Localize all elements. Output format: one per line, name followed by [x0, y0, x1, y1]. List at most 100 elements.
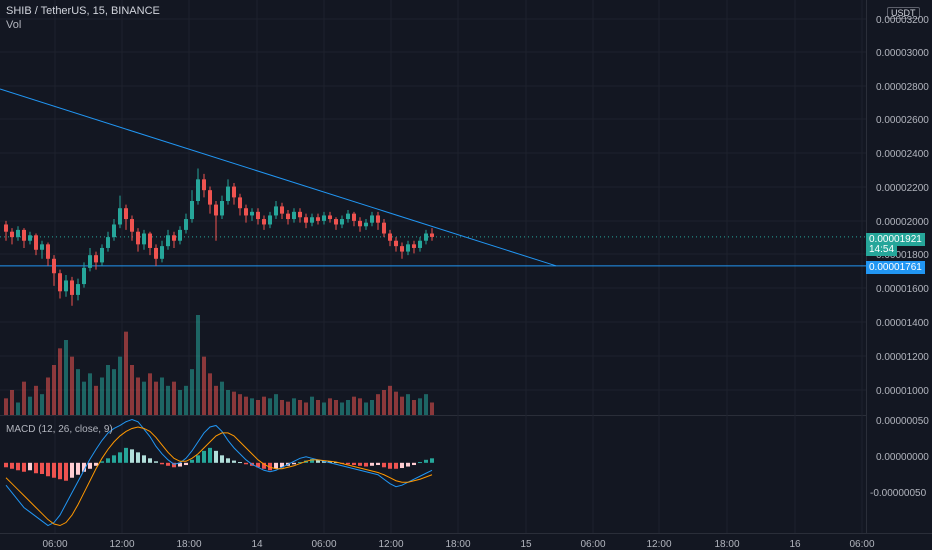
descending-trendline — [0, 88, 557, 267]
candle — [352, 213, 356, 221]
volume-bar — [76, 369, 80, 415]
price-axis-label: 0.00002000 — [876, 217, 929, 228]
volume-bar — [4, 398, 8, 415]
volume-bar — [262, 396, 266, 415]
volume-bar — [34, 385, 38, 415]
candle — [148, 233, 152, 248]
candle — [328, 215, 332, 220]
macd-histogram-bar — [52, 462, 56, 478]
candle — [58, 273, 62, 292]
volume-bar — [118, 356, 122, 415]
macd-histogram-bar — [46, 462, 50, 477]
time-axis-label: 06:00 — [311, 539, 337, 550]
candle — [418, 240, 422, 248]
volume-bar — [130, 365, 134, 415]
price-axis-label: 0.00001800 — [876, 250, 929, 261]
macd-histogram-bar — [430, 458, 434, 463]
macd-histogram-bar — [382, 462, 386, 468]
macd-histogram-bar — [136, 452, 140, 463]
volume-bar — [208, 373, 212, 415]
volume-bar — [406, 394, 410, 415]
currency-badge[interactable]: USDT — [887, 7, 920, 19]
volume-label[interactable]: Vol — [6, 19, 22, 31]
volume-bar — [148, 373, 152, 415]
macd-histogram-bar — [94, 462, 98, 466]
candle — [304, 217, 308, 223]
volume-bar — [172, 381, 176, 415]
volume-bar — [226, 390, 230, 415]
volume-bar — [166, 385, 170, 415]
trendline — [0, 88, 866, 267]
price-axis-label: 0.00003000 — [876, 48, 929, 59]
macd-axis-label: 0.00000000 — [876, 452, 929, 463]
macd-histogram-bar — [10, 462, 14, 469]
candle — [298, 211, 302, 218]
candle — [106, 237, 110, 248]
candle — [316, 217, 320, 221]
volume-bar — [424, 394, 428, 415]
volume-bar — [154, 381, 158, 415]
macd-histogram-bar — [196, 455, 200, 463]
volume-bar — [394, 391, 398, 415]
volume-bar — [190, 369, 194, 415]
volume-bar — [106, 365, 110, 415]
candle — [220, 200, 224, 216]
time-axis-label: 06:00 — [849, 539, 875, 550]
volume-bar — [412, 400, 416, 415]
time-axis-label: 12:00 — [646, 539, 672, 550]
volume-bar — [202, 356, 206, 415]
macd-histogram-bar — [370, 462, 374, 466]
volume-bar — [292, 398, 296, 415]
candle — [184, 219, 188, 230]
candle — [28, 235, 32, 241]
macd-histogram-bar — [22, 462, 26, 472]
macd-histogram-bar — [118, 452, 122, 463]
candle — [34, 235, 38, 250]
candle — [16, 229, 20, 238]
macd-histogram-bar — [154, 461, 158, 463]
candle — [190, 200, 194, 220]
macd-histogram-bar — [298, 462, 302, 464]
time-axis-label: 06:00 — [580, 539, 606, 550]
price-axis-label: 0.00002200 — [876, 183, 929, 194]
volume-bar — [256, 400, 260, 415]
volume-bar — [46, 377, 50, 415]
candle — [142, 233, 146, 245]
macd-histogram-bar — [178, 462, 182, 467]
time-axis-label: 18:00 — [714, 539, 740, 550]
price-axis-label: 0.00001400 — [876, 318, 929, 329]
candle — [166, 235, 170, 247]
candle — [52, 258, 56, 274]
price-axis-label: 0.00002800 — [876, 82, 929, 93]
macd-histogram-bar — [328, 461, 332, 463]
candle — [76, 284, 80, 295]
candle — [286, 213, 290, 220]
volume-bar — [40, 394, 44, 415]
candle — [40, 244, 44, 250]
volume-bar — [400, 396, 404, 415]
macd-histogram-bar — [202, 450, 206, 463]
volume-bar — [178, 390, 182, 415]
candle — [136, 231, 140, 245]
volume-bar — [430, 402, 434, 415]
volume-bar — [244, 396, 248, 415]
volume-bar — [214, 385, 218, 415]
macd-histogram-bar — [274, 462, 278, 469]
candle — [160, 246, 164, 259]
macd-histogram-bar — [364, 462, 368, 467]
volume-bar — [94, 385, 98, 415]
symbol-title[interactable]: SHIB / TetherUS, 15, BINANCE — [6, 5, 160, 17]
macd-histogram-bar — [400, 462, 404, 469]
candle — [430, 233, 434, 237]
candle — [400, 246, 404, 252]
volume-bar — [196, 315, 200, 415]
candle — [226, 186, 230, 201]
macd-label[interactable]: MACD (12, 26, close, 9) — [6, 424, 113, 435]
macd-histogram-bar — [58, 462, 62, 480]
volume-bar — [340, 402, 344, 415]
price-axis-label: 0.00003200 — [876, 15, 929, 26]
candle — [346, 213, 350, 220]
volume-bar — [232, 391, 236, 415]
candle — [406, 244, 410, 252]
